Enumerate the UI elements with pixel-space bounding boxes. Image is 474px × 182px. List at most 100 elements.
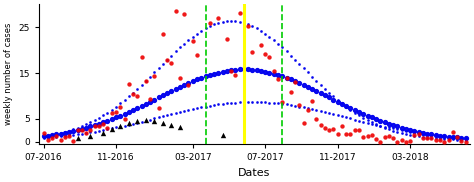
Point [117,106,124,109]
Point [291,81,299,84]
Point [53,135,60,138]
Point [181,12,188,15]
Point [219,134,227,136]
Point [65,134,73,137]
Point [236,12,244,15]
Point [125,82,133,85]
Point [393,141,401,143]
Point [138,55,146,58]
Point [457,140,465,143]
Point [295,103,303,106]
Point [432,139,439,142]
Point [142,118,150,121]
Point [164,58,171,61]
Point [453,135,461,138]
Point [436,139,444,142]
Point [364,135,371,138]
Point [325,128,333,131]
Point [82,132,90,135]
Point [245,25,252,28]
Point [44,139,52,142]
Point [189,39,197,42]
Point [151,120,158,123]
Point [321,127,328,130]
Point [146,97,154,100]
Point [287,91,294,94]
Y-axis label: weekly number of cases: weekly number of cases [4,23,13,125]
Point [78,129,86,132]
Point [338,124,346,127]
Point [228,69,235,72]
Point [70,140,77,143]
Point [304,109,311,112]
Point [168,123,175,126]
Point [249,51,256,54]
Point [274,78,282,81]
Point [223,37,231,40]
Point [449,130,456,133]
Point [381,135,388,138]
Point [270,69,277,72]
Point [232,74,239,77]
Point [410,134,418,137]
Point [74,129,82,132]
Point [385,134,392,137]
Point [172,10,180,13]
Point [317,123,324,126]
Point [100,131,107,134]
Point [283,77,290,80]
Point [61,135,69,138]
Point [440,141,448,143]
Point [398,139,405,142]
Point [368,134,375,137]
Point [104,126,111,129]
Point [159,32,167,35]
Point [40,131,47,134]
Point [312,118,320,121]
Point [168,61,175,64]
Point [129,93,137,96]
Point [334,132,341,135]
Point [406,140,414,143]
Point [108,128,116,130]
Point [415,133,422,136]
Point [462,140,469,143]
Point [95,125,103,128]
Point [87,135,94,138]
Point [423,136,431,139]
Point [151,74,158,77]
Point [48,137,56,140]
Point [176,77,184,80]
Point [346,132,354,135]
Point [57,139,64,142]
Point [372,138,380,141]
Point [402,141,410,143]
Point [342,132,350,135]
Point [134,94,141,97]
Point [355,129,363,132]
Point [257,43,264,46]
Point [278,101,286,104]
Point [215,16,222,19]
Point [108,112,116,115]
Point [329,127,337,130]
Point [428,136,435,139]
Point [206,21,214,24]
Point [159,121,167,124]
Point [445,139,452,142]
Point [300,121,307,124]
Point [121,118,128,121]
Point [185,84,192,87]
Point [134,120,141,123]
Point [176,126,184,129]
Point [117,124,124,127]
Point [142,79,150,82]
Point [419,136,427,139]
Point [87,129,94,132]
Point [389,136,397,139]
Point [125,121,133,124]
Point [155,106,163,109]
Point [261,52,269,55]
Point [308,100,316,102]
Point [100,122,107,125]
